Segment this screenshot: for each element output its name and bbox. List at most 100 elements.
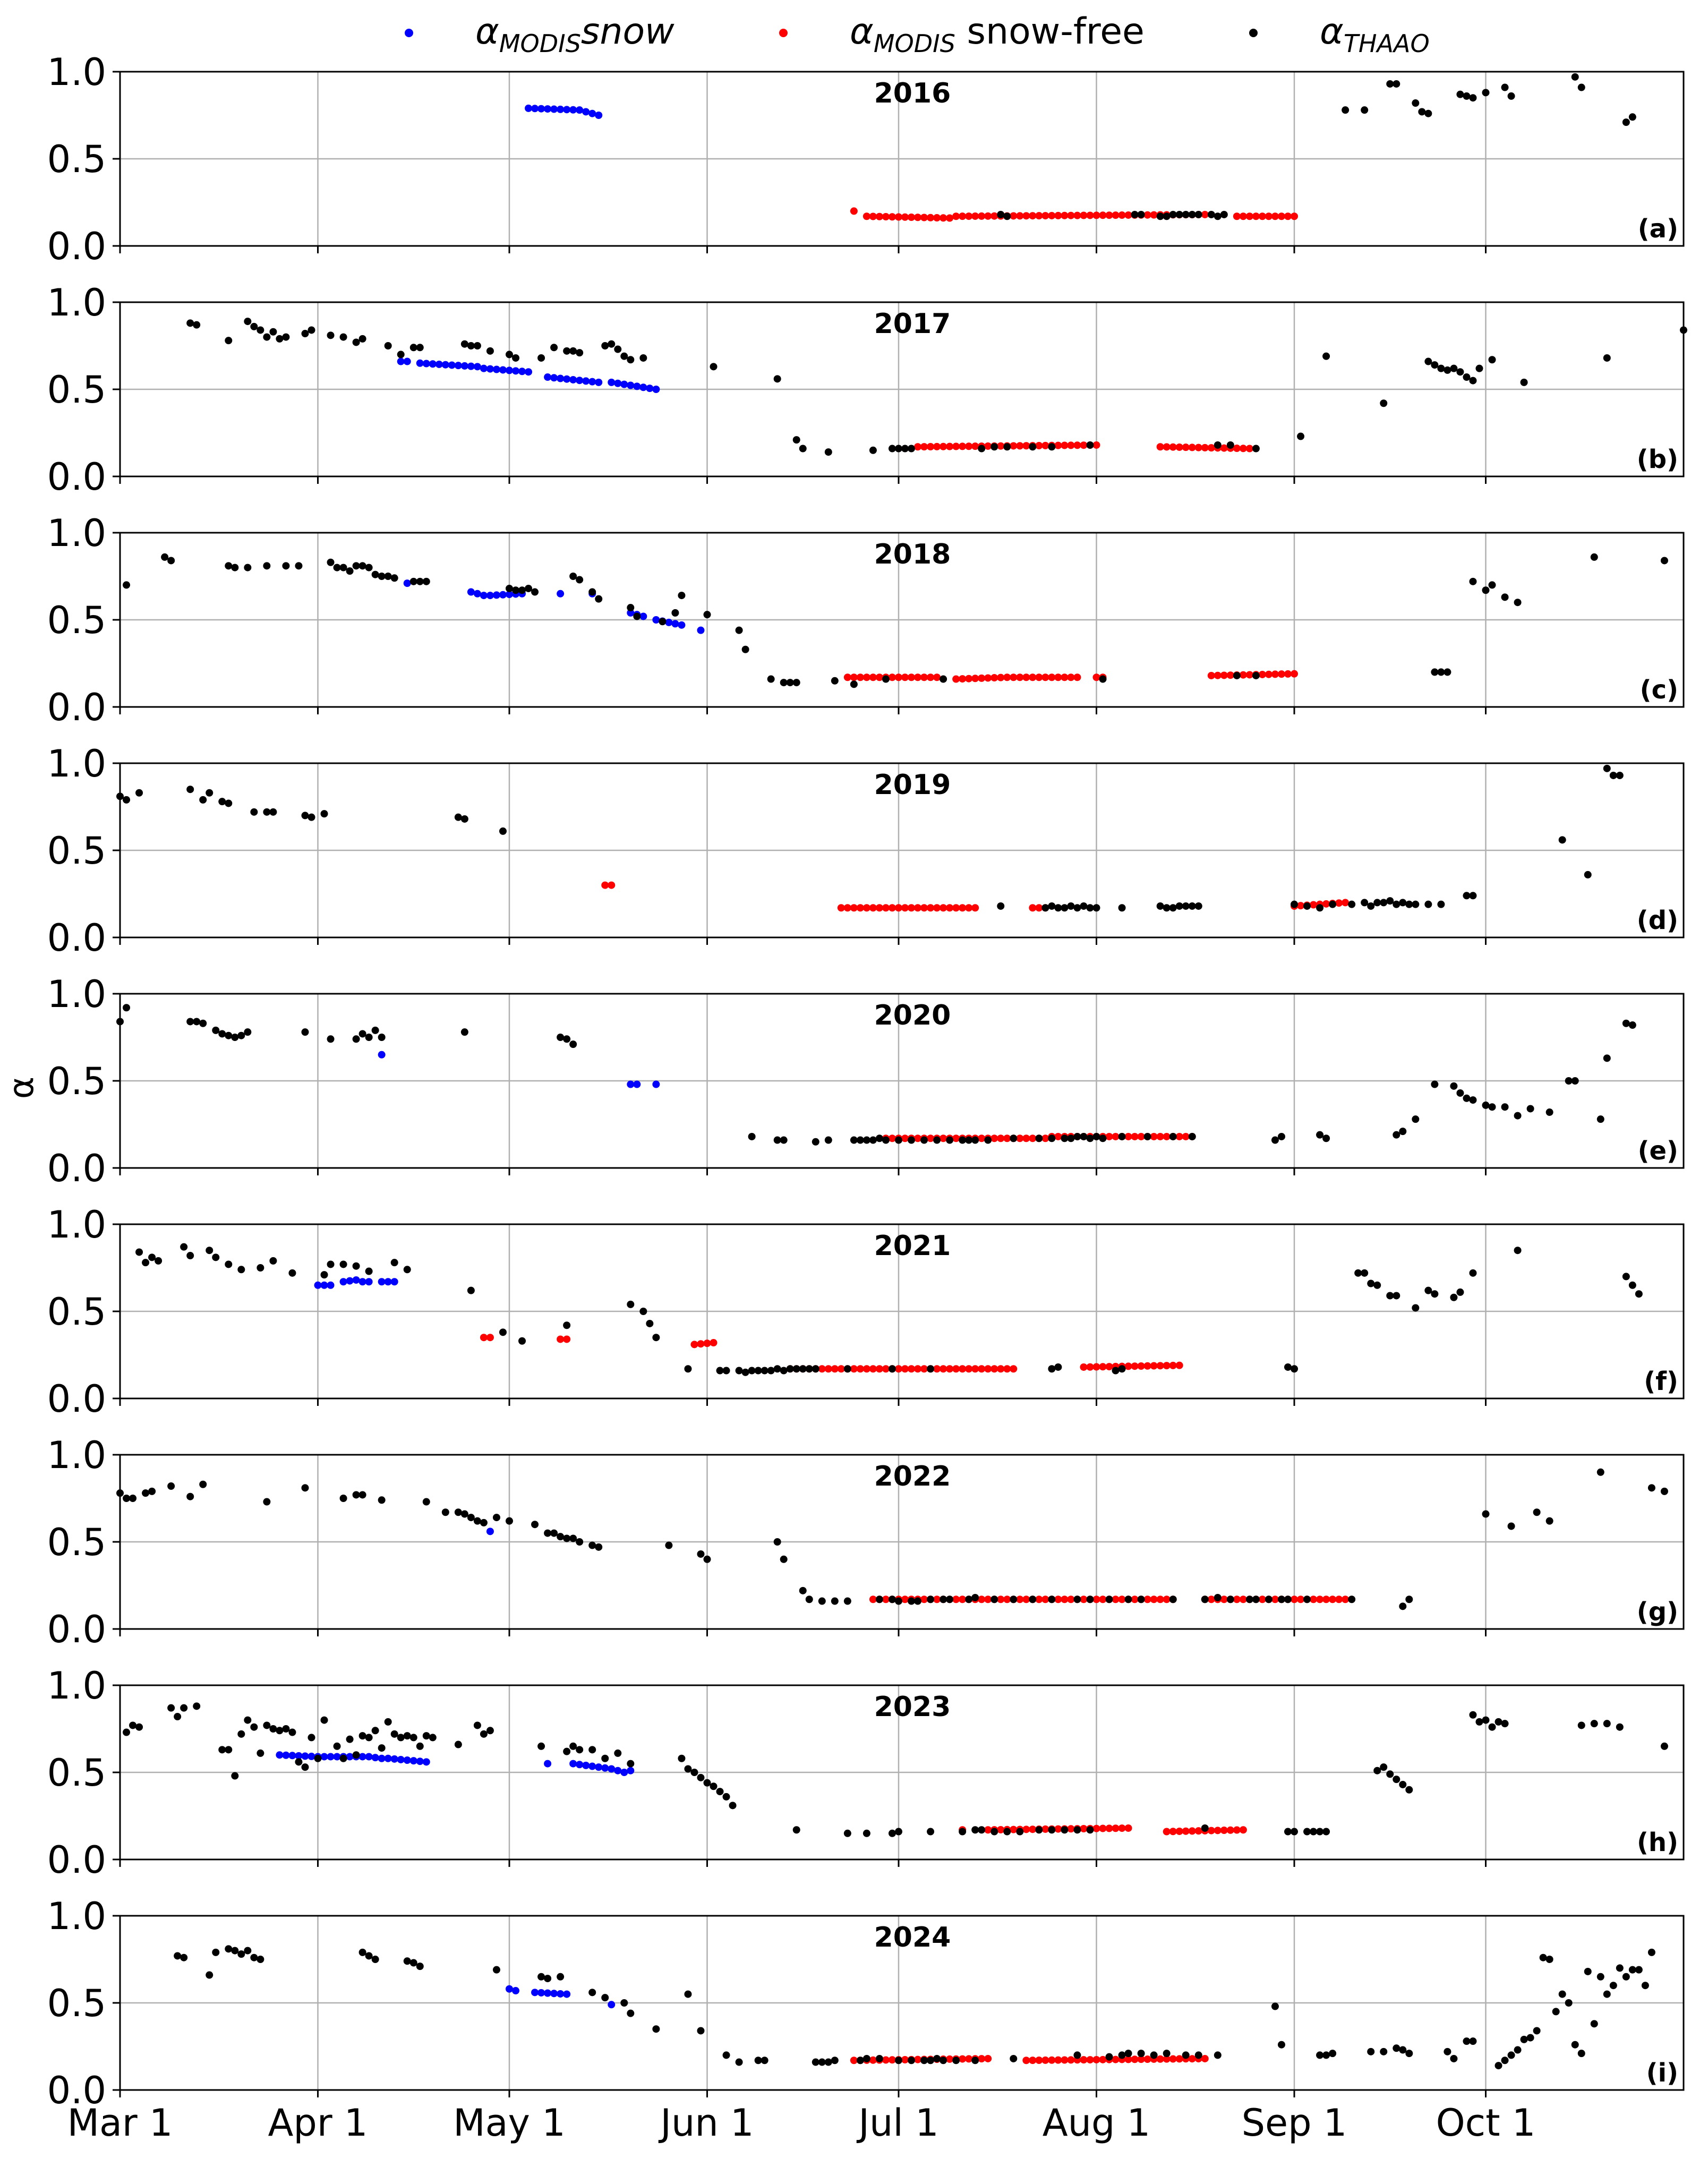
data-point-free <box>1016 673 1024 681</box>
data-point-free <box>888 673 896 681</box>
data-point-snow <box>557 105 565 113</box>
data-point-free <box>1112 2055 1120 2063</box>
data-point-free <box>1131 1362 1139 1370</box>
data-point-free <box>1310 901 1318 909</box>
data-point-free <box>952 1596 960 1603</box>
data-point-thaao <box>231 564 239 571</box>
data-point-free <box>901 2055 909 2063</box>
data-point-free <box>1207 671 1215 679</box>
data-point-free <box>1194 443 1202 451</box>
data-point-thaao <box>269 328 277 336</box>
legend-marker-free <box>779 29 788 37</box>
data-point-free <box>940 904 947 912</box>
data-point-thaao <box>1361 1269 1369 1277</box>
data-point-thaao <box>206 1247 214 1255</box>
data-point-thaao <box>199 796 207 804</box>
data-point-free <box>933 904 941 912</box>
data-point-free <box>914 1365 922 1373</box>
data-point-thaao <box>665 1541 673 1549</box>
data-point-thaao <box>875 1134 883 1142</box>
data-point-thaao <box>1386 1770 1394 1778</box>
data-point-free <box>901 904 909 912</box>
data-point-snow <box>697 626 705 634</box>
data-point-thaao <box>627 1760 635 1768</box>
data-point-free <box>1277 212 1285 220</box>
data-point-thaao <box>263 333 271 341</box>
data-point-free <box>959 1596 967 1603</box>
data-point-snow <box>282 1751 290 1759</box>
data-point-free <box>952 1134 960 1142</box>
data-point-free <box>1016 212 1024 220</box>
data-point-free <box>1239 671 1247 679</box>
data-point-thaao <box>390 1259 398 1267</box>
data-point-thaao <box>646 1319 654 1327</box>
data-point-thaao <box>1226 1596 1234 1603</box>
data-point-thaao <box>1016 1828 1024 1836</box>
data-point-thaao <box>1463 1094 1471 1102</box>
data-point-thaao <box>1603 1990 1611 1998</box>
legend-entry-thaao: αTHAAO <box>1249 11 1430 58</box>
data-point-thaao <box>1488 1723 1496 1731</box>
data-point-thaao <box>199 1019 207 1027</box>
data-point-thaao <box>1182 902 1190 910</box>
data-point-free <box>971 1365 979 1373</box>
data-point-free <box>882 1596 890 1603</box>
data-point-thaao <box>850 680 858 688</box>
data-point-snow <box>639 383 647 391</box>
data-point-free <box>1061 673 1069 681</box>
data-point-free <box>1092 673 1100 681</box>
data-point-free <box>1239 1596 1247 1603</box>
data-point-free <box>1099 1824 1107 1832</box>
data-point-free <box>710 1339 718 1347</box>
data-point-free <box>946 904 954 912</box>
data-point-thaao <box>1501 2057 1509 2064</box>
data-point-thaao <box>1086 1134 1094 1142</box>
data-point-thaao <box>1137 210 1145 218</box>
data-point-thaao <box>1558 1990 1566 1998</box>
data-point-thaao <box>799 1365 807 1373</box>
data-point-free <box>940 1365 947 1373</box>
data-point-thaao <box>1003 1828 1011 1836</box>
data-point-free <box>965 1365 973 1373</box>
y-tick-label: 0.5 <box>47 138 106 181</box>
data-point-free <box>984 1826 992 1834</box>
y-tick-label: 0.0 <box>47 455 106 499</box>
data-point-thaao <box>155 1257 163 1265</box>
data-point-thaao <box>1482 1101 1490 1109</box>
data-point-thaao <box>384 342 392 349</box>
data-point-free <box>1048 673 1056 681</box>
data-point-thaao <box>1380 1763 1388 1771</box>
data-point-thaao <box>180 1953 188 1961</box>
data-point-free <box>843 904 851 912</box>
data-point-snow <box>576 377 584 385</box>
data-point-thaao <box>894 1597 902 1605</box>
x-tick-label: Aug 1 <box>1043 2101 1150 2145</box>
data-point-thaao <box>1399 899 1407 907</box>
data-point-thaao <box>1507 92 1515 100</box>
data-point-thaao <box>1277 1132 1285 1140</box>
data-point-snow <box>550 1990 558 1998</box>
data-point-snow <box>441 361 449 369</box>
data-point-thaao <box>1482 89 1490 97</box>
data-point-thaao <box>1501 83 1509 91</box>
data-point-thaao <box>1277 2041 1285 2049</box>
data-point-free <box>1284 212 1292 220</box>
data-point-free <box>875 1365 883 1373</box>
data-point-thaao <box>1393 1776 1400 1784</box>
data-point-thaao <box>620 1999 628 2007</box>
data-point-thaao <box>920 2057 928 2064</box>
data-point-thaao <box>1596 1115 1604 1123</box>
data-point-thaao <box>371 1727 379 1735</box>
data-point-thaao <box>544 1529 552 1537</box>
data-point-thaao <box>824 448 832 456</box>
data-point-thaao <box>1437 900 1445 908</box>
data-point-free <box>1016 1134 1024 1142</box>
data-point-free <box>1092 2055 1100 2063</box>
data-point-thaao <box>1628 1966 1636 1974</box>
data-point-snow <box>358 1278 366 1286</box>
data-point-thaao <box>1303 1596 1311 1603</box>
data-point-free <box>1067 211 1075 219</box>
data-point-thaao <box>1609 1982 1617 1990</box>
data-point-thaao <box>1061 1134 1069 1142</box>
data-point-free <box>901 1365 909 1373</box>
